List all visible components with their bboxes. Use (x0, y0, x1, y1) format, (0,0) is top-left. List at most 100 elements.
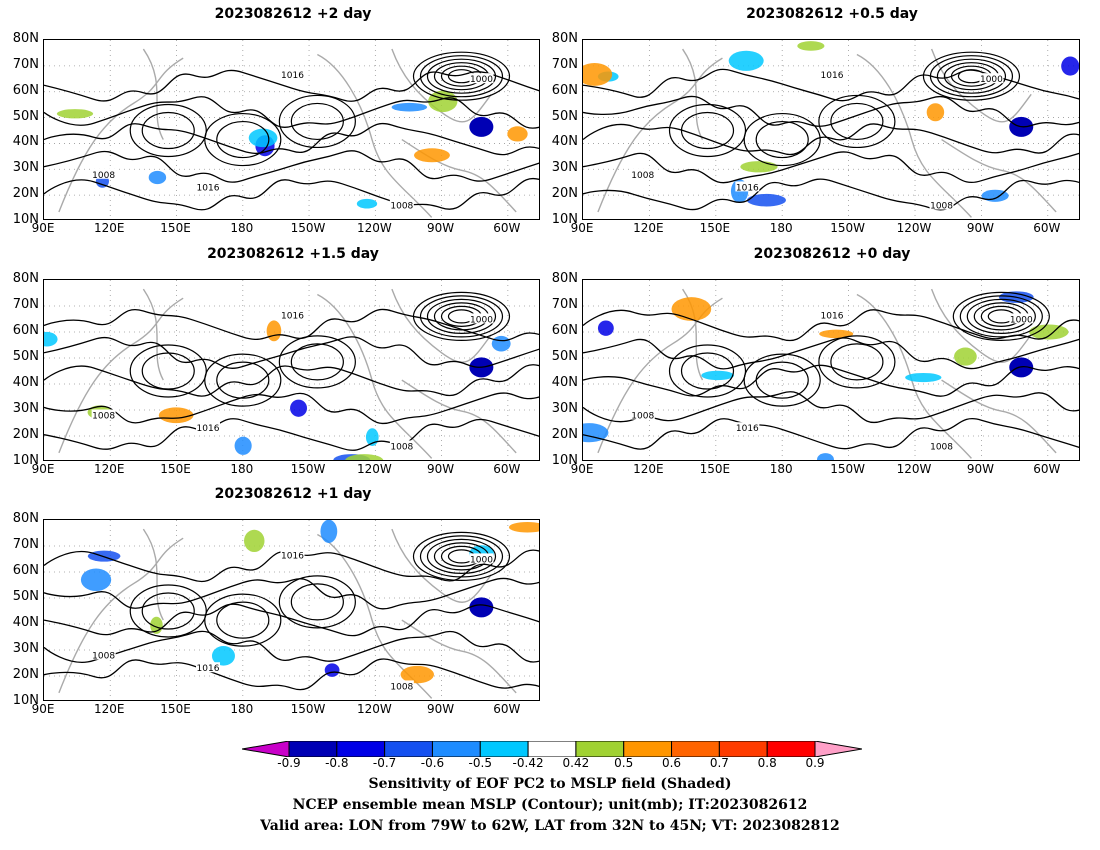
mslp-contour (141, 352, 195, 390)
lon-tick-label: 90W (427, 702, 455, 716)
mslp-contour (141, 592, 195, 630)
contour-label: 1016 (821, 311, 844, 321)
coastline (391, 528, 492, 603)
lon-tick-label: 60W (493, 702, 521, 716)
mslp-contour (755, 120, 809, 159)
contour-label-bg (389, 680, 414, 691)
sensitivity-shading (508, 521, 539, 533)
mslp-contour (936, 58, 1007, 94)
mslp-contour (290, 102, 344, 141)
lon-tick-label: 120E (633, 221, 664, 235)
sensitivity-shading (819, 329, 854, 339)
mslp-contour (755, 361, 809, 399)
sensitivity-shading (414, 148, 450, 163)
lon-tick-label: 120W (896, 221, 932, 235)
sensitivity-shading (728, 50, 764, 71)
lon-tick-label: 150W (290, 221, 326, 235)
contour-label-bg (280, 309, 305, 320)
contour-label: 1008 (92, 171, 115, 181)
colorbar-tick-label: -0.6 (420, 756, 445, 770)
sensitivity-shading (797, 41, 825, 51)
lat-tick-label: 40N (12, 375, 39, 390)
contour-label: 1008 (631, 412, 654, 422)
sensitivity-shading (671, 297, 712, 321)
lat-tick-label: 10N (12, 212, 39, 227)
mslp-contour (419, 55, 504, 98)
lat-tick-label: 70N (12, 56, 39, 72)
map-panel-p2: 1016 1008 1016 1000 1008 (43, 39, 540, 220)
lat-tick-label: 40N (551, 375, 578, 390)
contour-label: 1016 (736, 183, 759, 193)
coastline (597, 57, 723, 213)
mslp-contour (44, 122, 539, 156)
lat-tick-label: 80N (12, 271, 39, 286)
lat-tick-label: 60N (12, 323, 39, 338)
contour-label-bg (91, 168, 116, 179)
lat-tick-label: 60N (551, 82, 578, 98)
lat-tick-label: 20N (12, 667, 39, 682)
sensitivity-shading (234, 436, 252, 455)
lon-tick-label: 150W (830, 462, 865, 476)
coastline (58, 57, 184, 213)
caption-line-2: NCEP ensemble mean MSLP (Contour); unit(… (292, 797, 808, 813)
contour-label-bg (735, 422, 760, 433)
contour-label: 1016 (736, 424, 759, 434)
mslp-contour (680, 352, 735, 390)
lon-tick-label: 150E (160, 221, 191, 235)
sensitivity-shading (56, 109, 94, 119)
mslp-contour (216, 601, 270, 639)
lon-tick-label: 120E (94, 702, 125, 716)
mslp-contour (44, 150, 539, 183)
contour-label-bg (469, 553, 494, 564)
lon-tick-label: 180 (230, 221, 254, 235)
sensitivity-shading (817, 453, 834, 460)
lat-tick-label: 70N (551, 297, 578, 312)
contour-label-bg (91, 409, 116, 420)
lat-tick-label: 40N (12, 134, 39, 150)
mslp-contour (44, 69, 539, 102)
lat-tick-label: 40N (12, 615, 39, 630)
sensitivity-shading (1061, 56, 1079, 76)
contour-label-bg (280, 69, 305, 80)
contour-label: 1000 (470, 555, 493, 565)
contour-label-bg (389, 199, 414, 210)
contour-label: 1000 (980, 75, 1003, 85)
coastline (930, 288, 1032, 363)
coastline (58, 297, 184, 454)
colorbar-segment (336, 741, 386, 757)
lat-tick-label: 50N (551, 108, 578, 124)
contour-label: 1016 (281, 311, 304, 321)
colorbar-tick-label: -0.42 (512, 756, 544, 770)
contour-label: 1008 (930, 202, 953, 212)
lon-tick-label: 60W (1033, 462, 1061, 476)
contour-label: 1016 (197, 424, 220, 434)
lon-tick-label: 90W (966, 462, 994, 476)
mslp-contour (204, 112, 282, 167)
sensitivity-shading (244, 529, 265, 553)
mslp-contour (216, 361, 270, 399)
contour-label: 1008 (930, 442, 953, 452)
contour-label: 1008 (390, 202, 413, 212)
coastline (941, 138, 1057, 213)
contour-label: 1008 (92, 652, 115, 662)
contour-label-bg (196, 181, 221, 192)
lon-tick-label: 60W (493, 462, 521, 476)
sensitivity-shading (905, 372, 942, 383)
lon-tick-label: 120W (896, 462, 932, 476)
mslp-contour (583, 418, 1079, 450)
contour-label-bg (389, 440, 414, 451)
colorbar-segment (384, 741, 433, 757)
map-canvas-p15: 1016 1008 1016 1000 1008 (44, 280, 539, 460)
mslp-contour (129, 103, 207, 158)
mslp-contour (830, 343, 884, 381)
mslp-contour (278, 94, 356, 149)
colorbar-segment (766, 741, 816, 757)
map-canvas-p2: 1016 1008 1016 1000 1008 (44, 40, 539, 219)
lat-tick-label: 30N (551, 401, 578, 416)
lon-tick-label: 120E (633, 462, 664, 476)
mslp-contour (44, 630, 539, 663)
contour-label: 1008 (92, 412, 115, 422)
lon-tick-label: 120W (356, 221, 392, 235)
coastline (58, 537, 184, 694)
mslp-contour (290, 583, 344, 621)
